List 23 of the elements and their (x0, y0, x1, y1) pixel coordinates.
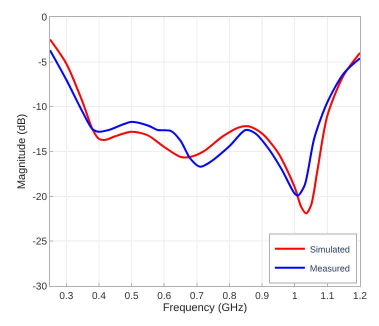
legend-label: Measured (310, 263, 350, 274)
x-tick-label: 0.9 (255, 291, 270, 302)
x-axis-title: Frequency (GHz) (162, 302, 248, 314)
y-tick-label: -20 (32, 192, 48, 203)
line-series (50, 49, 360, 196)
y-tick-label: -5 (38, 57, 48, 68)
y-tick-label: 0 (41, 12, 48, 24)
legend-label: Simulated (310, 244, 350, 254)
y-tick-label: -30 (32, 282, 48, 292)
y-tick-label: -15 (32, 147, 48, 158)
y-tick-label: -10 (32, 102, 48, 114)
x-tick-label: 1.1 (320, 291, 335, 302)
x-tick-label: 0.6 (157, 291, 172, 302)
x-tick-label: 1.2 (353, 291, 368, 302)
line-series (50, 38, 360, 214)
x-tick-label: 0.3 (59, 291, 74, 302)
x-tick-label: 0.7 (190, 291, 204, 302)
x-tick-label: 0.4 (92, 291, 106, 302)
y-axis-title: Magnitude (dB) (16, 114, 28, 190)
x-tick-label: 0.8 (222, 291, 237, 302)
x-tick-label: 0.5 (124, 291, 139, 302)
y-tick-label: -25 (32, 236, 48, 248)
x-tick-label: 1 (292, 291, 298, 302)
